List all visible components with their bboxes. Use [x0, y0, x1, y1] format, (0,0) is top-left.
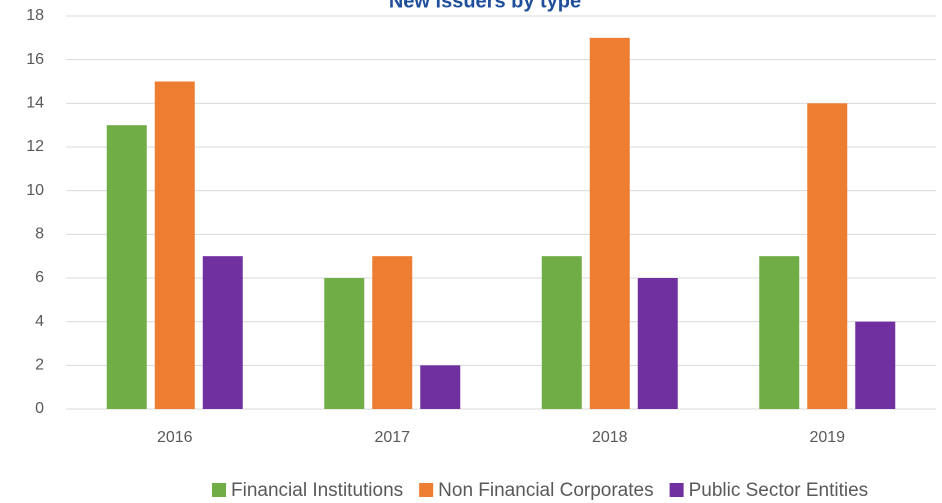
bar — [589, 37, 630, 409]
y-tick-label: 12 — [26, 138, 44, 155]
y-tick-label: 2 — [35, 357, 44, 374]
y-tick-label: 18 — [26, 7, 44, 24]
legend-label: Financial Institutions — [231, 480, 403, 501]
bar — [807, 103, 848, 409]
chart-title: New issuers by type — [389, 0, 581, 12]
y-tick-label: 10 — [26, 182, 44, 199]
x-tick-label: 2017 — [374, 429, 410, 446]
y-tick-label: 14 — [26, 95, 44, 112]
bar — [202, 256, 243, 409]
bar — [324, 278, 365, 409]
y-tick-label: 4 — [35, 313, 44, 330]
legend-swatch — [212, 483, 226, 497]
y-tick-label: 8 — [35, 226, 44, 243]
legend-label: Public Sector Entities — [689, 480, 869, 501]
legend-label: Non Financial Corporates — [438, 480, 653, 501]
bar — [637, 278, 678, 409]
bar — [154, 81, 195, 409]
x-tick-label: 2019 — [809, 429, 845, 446]
bar — [106, 125, 147, 410]
bar — [759, 256, 800, 409]
y-tick-label: 0 — [35, 400, 44, 417]
bar — [372, 256, 413, 409]
y-tick-label: 16 — [26, 51, 44, 68]
legend-swatch — [419, 483, 434, 497]
y-tick-label: 6 — [35, 269, 44, 286]
bar — [855, 321, 896, 409]
bar — [420, 365, 461, 409]
x-tick-label: 2016 — [157, 429, 193, 446]
bar — [541, 256, 582, 409]
x-tick-label: 2018 — [592, 429, 628, 446]
legend-swatch — [669, 483, 684, 497]
